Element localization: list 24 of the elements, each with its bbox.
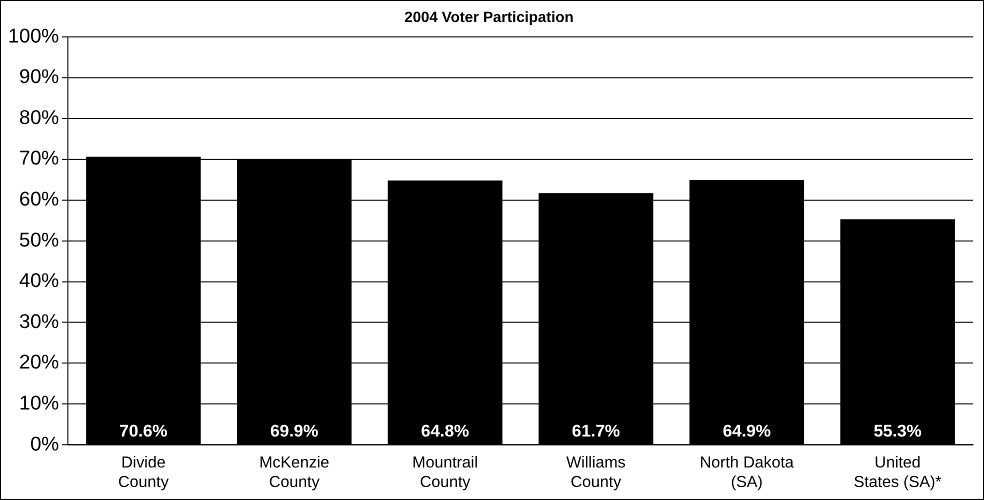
y-tick-label: 40%	[19, 270, 60, 292]
chart-title: 2004 Voter Participation	[404, 9, 574, 26]
x-tick-label: United States (SA)*	[854, 454, 942, 491]
x-tick-label: Mountrail County	[412, 454, 478, 491]
y-tick-label: 70%	[19, 148, 60, 170]
y-tick-label: 30%	[19, 310, 60, 333]
data-label: 64.9%	[722, 422, 771, 441]
data-label: 61.7%	[572, 422, 620, 441]
y-tick-label: 80%	[19, 106, 60, 129]
data-label: 55.3%	[874, 422, 922, 441]
y-tick-label: 50%	[19, 229, 60, 252]
y-tick-label: 0%	[30, 433, 60, 456]
data-label: 70.6%	[119, 422, 168, 441]
y-tick-label: 10%	[19, 392, 60, 415]
data-label: 69.9%	[270, 422, 318, 441]
x-tick-label: Divide County	[118, 454, 169, 491]
y-tick-label: 100%	[8, 25, 60, 48]
data-label: 64.8%	[421, 422, 470, 441]
y-tick-label: 20%	[19, 352, 60, 374]
x-tick-label: McKenzie County	[259, 454, 330, 491]
x-tick-label: Williams County	[566, 454, 626, 491]
y-tick-label: 60%	[19, 188, 60, 211]
x-tick-label: North Dakota (SA)	[700, 454, 794, 491]
y-tick-label: 90%	[19, 66, 60, 88]
